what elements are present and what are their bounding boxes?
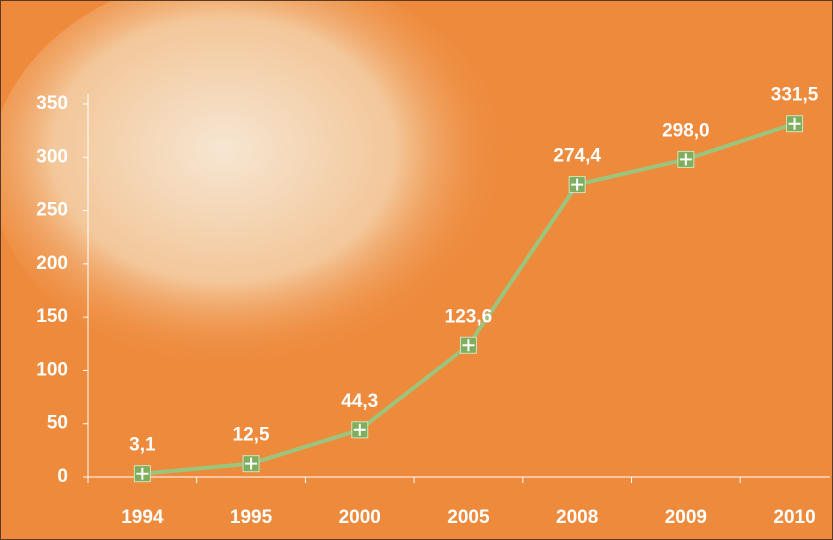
value-label: 44,3: [341, 391, 378, 412]
y-tick-label: 100: [36, 359, 68, 380]
y-tick-label: 200: [36, 253, 68, 274]
chart: 0 50 100 150 200 250 300 350 1994 1995 2000 2005 200…: [0, 0, 833, 540]
y-tick-label: 250: [36, 200, 68, 221]
y-tick-label: 350: [36, 93, 68, 114]
x-tick-label: 2009: [665, 507, 707, 528]
value-label: 123,6: [445, 306, 493, 327]
value-label: 274,4: [553, 146, 601, 167]
y-tick-label: 300: [36, 146, 68, 167]
value-label: 298,0: [662, 120, 710, 141]
x-tick-label: 1994: [121, 507, 164, 528]
x-tick-label: 2000: [339, 507, 381, 528]
value-label: 3,1: [129, 435, 156, 456]
y-tick-label: 50: [47, 413, 68, 434]
x-tick-label: 2005: [447, 507, 490, 528]
y-tick-label: 150: [36, 306, 68, 327]
value-label: 331,5: [771, 85, 819, 106]
x-tick-label: 2010: [773, 507, 815, 528]
x-tick-label: 2008: [556, 507, 598, 528]
value-label: 12,5: [233, 425, 270, 446]
x-tick-label: 1995: [230, 507, 273, 528]
y-tick-label: 0: [57, 466, 68, 487]
